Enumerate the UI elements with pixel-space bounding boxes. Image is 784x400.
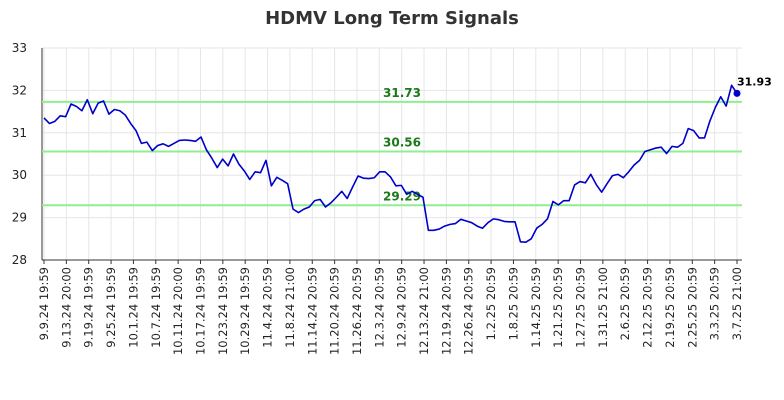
- signal-line-label: 31.73: [383, 86, 421, 100]
- last-point-marker: [733, 89, 741, 97]
- signal-line-label: 29.29: [383, 189, 421, 203]
- x-tick-label: 9.13.24 20:00: [59, 267, 73, 348]
- x-tick-label: 11.20.24 20:59: [328, 267, 342, 355]
- x-tick-label: 2.25.25 20:59: [685, 267, 699, 348]
- x-tick-label: 9.9.24 19:59: [37, 267, 51, 340]
- y-tick-label: 29: [12, 211, 27, 225]
- x-tick-label: 9.25.24 19:59: [104, 267, 118, 348]
- x-tick-label: 10.1.24 19:59: [126, 267, 140, 348]
- x-tick-label: 12.13.24 21:00: [417, 267, 431, 355]
- x-tick-label: 10.11.24 20:00: [171, 267, 185, 355]
- x-tick-label: 12.26.24 20:59: [462, 267, 476, 355]
- y-tick-label: 28: [12, 253, 27, 267]
- x-tick-label: 1.8.25 20:59: [506, 267, 520, 340]
- y-tick-label: 31: [12, 126, 27, 140]
- x-tick-label: 12.9.24 20:59: [395, 267, 409, 348]
- x-tick-label: 10.23.24 19:59: [216, 267, 230, 355]
- x-tick-label: 2.19.25 20:59: [663, 267, 677, 348]
- x-tick-label: 3.3.25 20:59: [708, 267, 722, 340]
- x-tick-label: 11.14.24 20:59: [305, 267, 319, 355]
- x-tick-label: 11.26.24 20:59: [350, 267, 364, 355]
- x-tick-label: 1.14.25 20:59: [529, 267, 543, 348]
- last-value-label: 31.93: [737, 75, 772, 88]
- x-tick-label: 10.29.24 19:59: [238, 267, 252, 355]
- x-tick-label: 2.12.25 20:59: [641, 267, 655, 348]
- x-tick-label: 11.8.24 21:00: [283, 267, 297, 348]
- chart-title: HDMV Long Term Signals: [265, 8, 519, 29]
- x-tick-label: 2.6.25 20:59: [618, 267, 632, 340]
- x-tick-label: 9.19.24 19:59: [82, 267, 96, 348]
- x-tick-label: 11.4.24 20:59: [261, 267, 275, 348]
- signal-line-label: 30.56: [383, 135, 421, 149]
- price-series-line: [43, 84, 738, 243]
- x-tick-label: 10.17.24 19:59: [193, 267, 207, 355]
- x-tick-label: 12.3.24 20:59: [372, 267, 386, 348]
- y-tick-label: 32: [12, 83, 27, 97]
- x-tick-label: 10.7.24 19:59: [149, 267, 163, 348]
- x-tick-label: 1.31.25 21:00: [596, 267, 610, 348]
- y-tick-label: 30: [12, 168, 27, 182]
- x-tick-label: 12.19.24 20:59: [439, 267, 453, 355]
- x-tick-label: 1.27.25 20:59: [574, 267, 588, 348]
- x-tick-label: 3.7.25 21:00: [730, 267, 744, 340]
- y-tick-label: 33: [12, 41, 27, 55]
- x-tick-label: 1.21.25 20:59: [551, 267, 565, 348]
- x-tick-label: 1.2.25 20:59: [484, 267, 498, 340]
